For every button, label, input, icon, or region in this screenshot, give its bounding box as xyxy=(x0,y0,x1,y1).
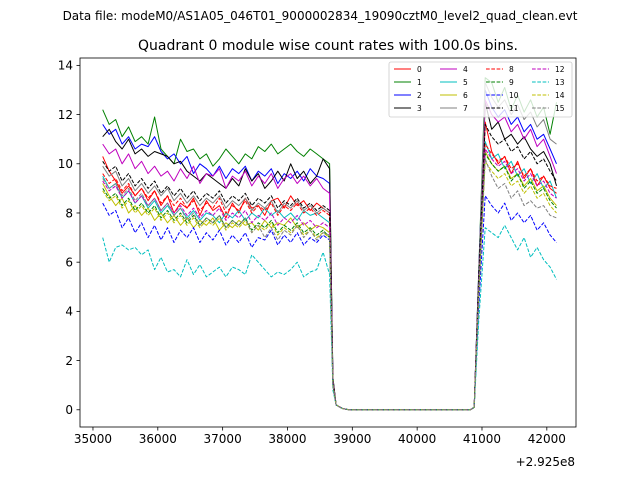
x-tick-label: 35000 xyxy=(74,432,112,446)
x-tick-label: 41000 xyxy=(463,432,501,446)
x-tick-label: 39000 xyxy=(333,432,371,446)
y-tick-label: 8 xyxy=(65,206,73,220)
legend-label-11: 11 xyxy=(509,104,519,113)
series-group xyxy=(102,77,557,411)
legend-label-6: 6 xyxy=(463,91,468,100)
y-tick-label: 2 xyxy=(65,354,73,368)
y-tick-label: 12 xyxy=(58,108,73,122)
legend-label-3: 3 xyxy=(417,104,422,113)
x-tick-label: 37000 xyxy=(204,432,242,446)
legend-label-9: 9 xyxy=(509,78,514,87)
legend-label-14: 14 xyxy=(555,91,565,100)
x-tick-label: 42000 xyxy=(528,432,566,446)
legend-label-0: 0 xyxy=(417,65,422,74)
y-tick-label: 4 xyxy=(65,305,73,319)
y-tick-label: 0 xyxy=(65,403,73,417)
series-line-13 xyxy=(102,224,557,411)
legend-label-5: 5 xyxy=(463,78,468,87)
chart-title: Quadrant 0 module wise count rates with … xyxy=(138,38,518,54)
suptitle: Data file: modeM0/AS1A05_046T01_90000028… xyxy=(63,9,578,23)
legend-label-2: 2 xyxy=(417,91,422,100)
y-tick-label: 6 xyxy=(65,255,73,269)
y-tick-label: 14 xyxy=(58,59,73,73)
y-tick-label: 10 xyxy=(58,157,73,171)
axes: 35000 36000 37000 38000 39000 40000 41000 42000… xyxy=(58,57,577,446)
legend-label-15: 15 xyxy=(555,104,565,113)
legend-label-10: 10 xyxy=(509,91,519,100)
legend-label-13: 13 xyxy=(555,78,565,87)
plot-area xyxy=(102,77,557,411)
series-line-15 xyxy=(102,158,557,411)
legend-label-12: 12 xyxy=(555,65,565,74)
x-offset-label: +2.925e8 xyxy=(516,455,575,469)
x-tick-label: 40000 xyxy=(398,432,436,446)
x-tick-label: 36000 xyxy=(139,432,177,446)
legend-label-1: 1 xyxy=(417,78,422,87)
x-tick-label: 38000 xyxy=(268,432,306,446)
legend-label-4: 4 xyxy=(463,65,468,74)
axes-frame xyxy=(79,57,577,428)
legend-box xyxy=(388,61,573,118)
legend-label-8: 8 xyxy=(509,65,514,74)
legend-label-7: 7 xyxy=(463,104,468,113)
